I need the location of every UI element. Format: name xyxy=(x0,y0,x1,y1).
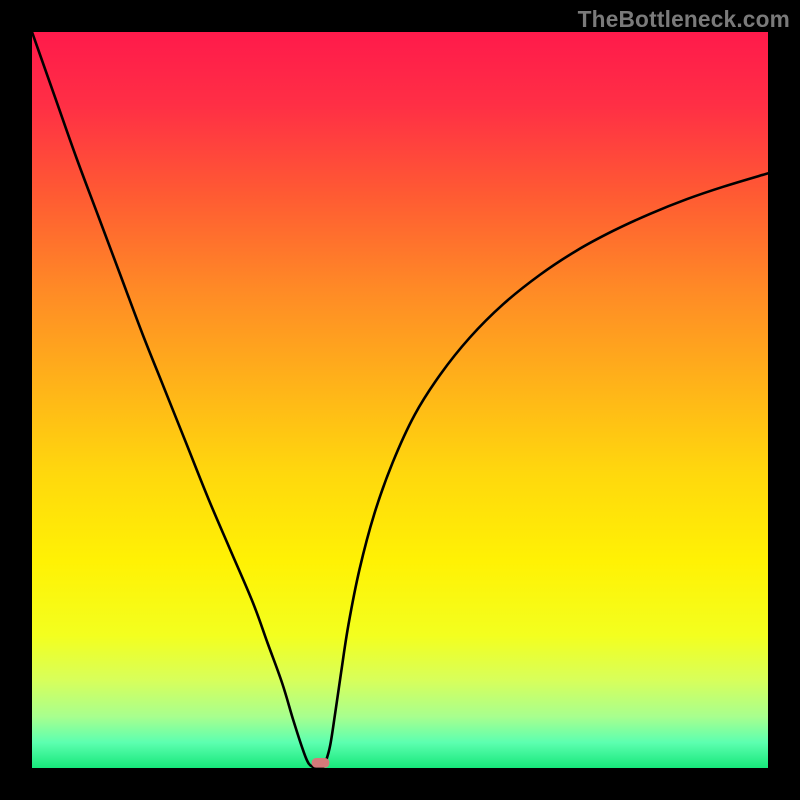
chart-frame: TheBottleneck.com xyxy=(0,0,800,800)
optimal-point-marker xyxy=(312,758,330,768)
plot-area xyxy=(32,32,768,768)
chart-background xyxy=(32,32,768,768)
watermark-text: TheBottleneck.com xyxy=(578,6,790,33)
bottleneck-chart-svg xyxy=(32,32,768,768)
